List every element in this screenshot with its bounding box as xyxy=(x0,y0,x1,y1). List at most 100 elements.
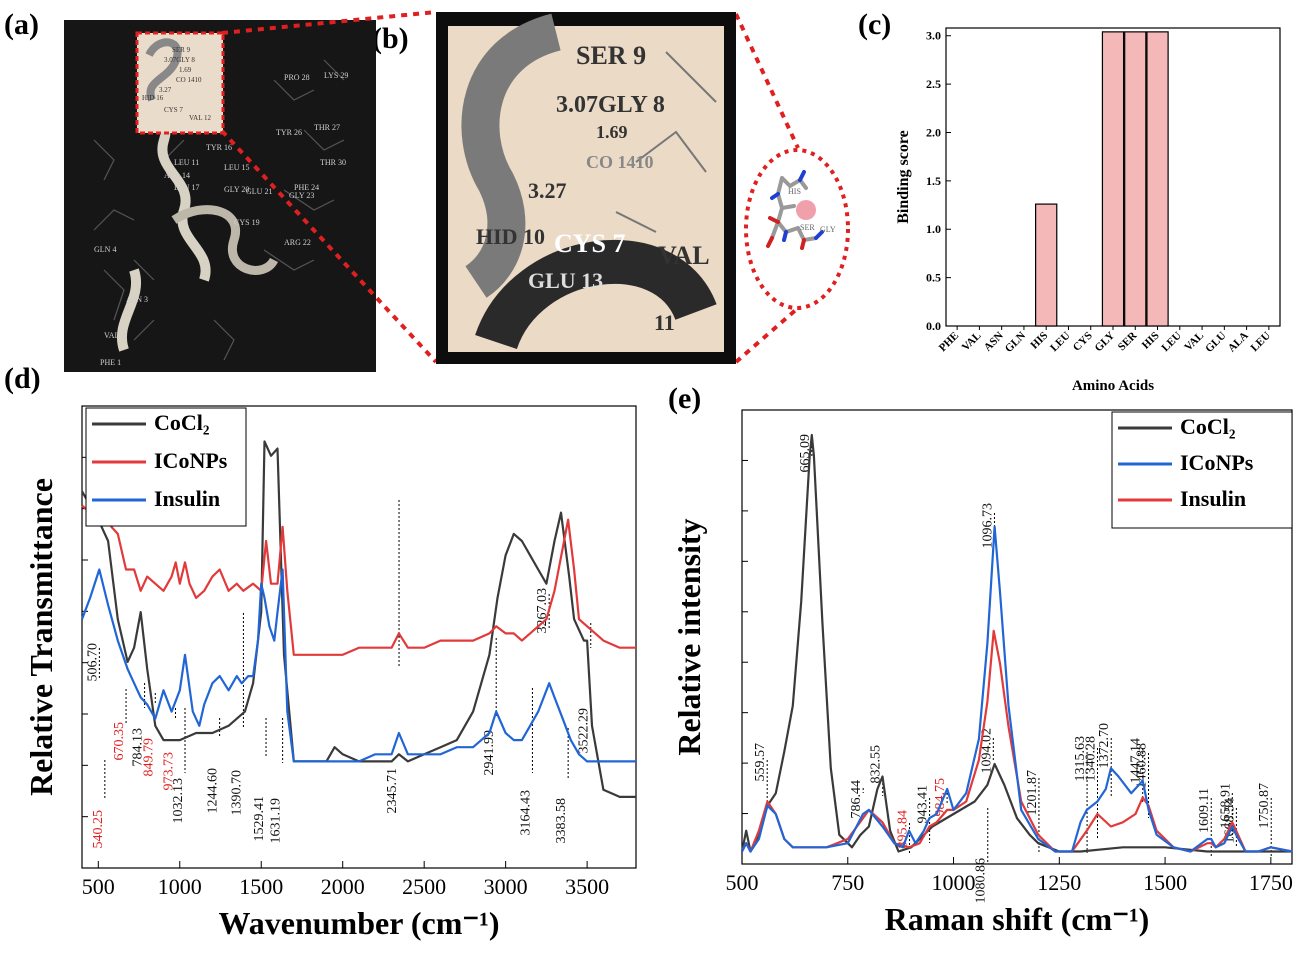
residue-label: LEU 11 xyxy=(174,158,199,167)
peak-annotation: 1658.91 xyxy=(1218,783,1233,829)
peak-annotation: 1032.13 xyxy=(171,778,186,824)
legend-label: CoCl₂ xyxy=(154,410,210,435)
x-tick-label: VAL xyxy=(960,330,984,354)
peak-annotation: 1631.19 xyxy=(269,798,284,844)
y-tick-label: 2.0 xyxy=(926,125,941,139)
peak-annotation: 3164.43 xyxy=(518,790,533,836)
residue-label: ALA 14 xyxy=(164,171,190,180)
legend-label: Insulin xyxy=(1180,486,1246,511)
y-tick-label: 3.0 xyxy=(926,29,941,43)
y-axis-label: Binding score xyxy=(895,130,912,224)
legend-label: ICoNPs xyxy=(154,448,228,473)
x-axis-label: Amino Acids xyxy=(1072,378,1154,394)
x-tick-label: SER xyxy=(1116,329,1140,353)
panel-label-b: (b) xyxy=(372,22,409,55)
residue-label: PHE 24 xyxy=(294,183,319,192)
panel-label-d: (d) xyxy=(4,362,41,395)
peak-annotation: 1244.60 xyxy=(206,768,221,814)
peak-annotation: 1315.63 xyxy=(1073,736,1088,782)
residue-label: HID 10 xyxy=(476,224,545,249)
residue-label: VAL 12 xyxy=(189,114,211,122)
ligand-label: GLY xyxy=(820,225,836,234)
peak-annotation: 984.75 xyxy=(933,778,948,817)
peak-annotation: 2345.71 xyxy=(385,768,400,814)
peak-annotation: 3522.29 xyxy=(577,708,592,754)
residue-label: TYR 16 xyxy=(206,143,232,152)
residue-label: CYS 7 xyxy=(164,106,183,114)
peak-annotation: 1094.02 xyxy=(979,728,994,774)
legend-box xyxy=(85,407,247,527)
peak-annotation: 1340.28 xyxy=(1084,736,1099,782)
x-tick-label: 500 xyxy=(82,874,115,899)
y-tick-label: 2.5 xyxy=(926,77,941,91)
raman-spectrum-chart: 500 750 1000 1250 1500 1750559.57665.09786.44… xyxy=(671,409,1293,937)
residue-label: HID 16 xyxy=(142,94,164,102)
protein-structure-image: PRO 28 LYS 29 TYR 26 THR 27 PHE 24 THR 3… xyxy=(64,20,376,372)
ligand-image: HIS SER GLY xyxy=(744,148,850,310)
bar xyxy=(1146,31,1169,327)
peak-annotation: 895.84 xyxy=(895,810,910,849)
peak-annotation: 832.55 xyxy=(869,745,884,784)
residue-label: THR 30 xyxy=(320,158,346,167)
y-tick-label: 1.0 xyxy=(926,222,941,236)
residue-label: GLN 4 xyxy=(94,245,116,254)
peak-annotation: 784.13 xyxy=(131,728,146,767)
residue-label: ASN 3 xyxy=(126,295,148,304)
residue-label: 3.07GLY 8 xyxy=(556,92,665,118)
x-tick-label: 1000 xyxy=(932,870,976,895)
peak-annotation: 1372.70 xyxy=(1097,723,1112,769)
residue-label: GLU 13 xyxy=(528,268,603,293)
bar xyxy=(1035,203,1058,327)
peak-annotation: 849.79 xyxy=(141,738,156,777)
peak-annotation: 506.70 xyxy=(85,643,100,682)
residue-label: SER 9 xyxy=(576,41,646,70)
y-tick-label: 0.0 xyxy=(926,319,941,333)
peak-annotation: 1609.11 xyxy=(1197,788,1212,833)
x-tick-label: HIS xyxy=(1140,330,1162,352)
x-tick-label: ALA xyxy=(1226,330,1251,355)
x-tick-label: LEU xyxy=(1048,330,1073,355)
x-tick-label: GLN xyxy=(1003,330,1028,355)
residue-label: CO 1410 xyxy=(176,76,202,84)
panel-label-c: (c) xyxy=(858,8,892,41)
residue-label: 1.69 xyxy=(596,122,628,142)
x-tick-label: 500 xyxy=(726,870,759,895)
residue-label: 3.27 xyxy=(528,178,567,203)
residue-label: LEU 17 xyxy=(174,183,200,192)
legend-box xyxy=(1111,411,1293,529)
x-tick-label: 750 xyxy=(831,870,864,895)
peak-annotation: 1390.70 xyxy=(229,770,244,816)
y-axis-label: Relative intensity xyxy=(671,518,707,755)
peak-annotation: 1096.73 xyxy=(980,503,995,549)
peak-annotation: 943.41 xyxy=(916,785,931,824)
peak-annotation: 786.44 xyxy=(849,780,864,819)
peak-annotation: 1447.14 xyxy=(1129,738,1144,784)
x-tick-label: HIS xyxy=(1028,330,1050,352)
residue-label: PHE 1 xyxy=(100,358,121,367)
residue-label: PRO 28 xyxy=(284,73,310,82)
x-tick-label: PHE xyxy=(937,330,961,354)
x-tick-label: ASN xyxy=(982,330,1006,354)
peak-annotation: 670.35 xyxy=(112,722,127,761)
residue-label: 11 xyxy=(654,310,675,335)
x-tick-label: 1000 xyxy=(158,874,202,899)
peak-annotation: 1529.41 xyxy=(252,796,267,842)
residue-label: ARG 22 xyxy=(284,238,311,247)
x-tick-label: CYS xyxy=(1071,330,1095,354)
bar xyxy=(1101,31,1125,327)
residue-label: TYR 26 xyxy=(276,128,302,137)
y-tick-label: 0.5 xyxy=(926,271,941,285)
peak-annotation: 1460.88 xyxy=(1135,743,1150,789)
bar xyxy=(1124,31,1147,327)
peak-annotation: 1080.86 xyxy=(974,858,989,904)
series-line xyxy=(741,525,1293,853)
peak-annotation: 1750.87 xyxy=(1257,783,1272,829)
x-tick-label: 1750 xyxy=(1249,870,1293,895)
residue-label: VAL 2 xyxy=(104,331,125,340)
x-axis-label: Wavenumber (cm⁻¹) xyxy=(219,905,500,941)
residue-label: GLY 20 xyxy=(224,185,249,194)
y-tick-label: 1.5 xyxy=(926,174,941,188)
peak-annotation: 1668.54 xyxy=(1222,798,1237,844)
legend-label: Insulin xyxy=(154,486,220,511)
